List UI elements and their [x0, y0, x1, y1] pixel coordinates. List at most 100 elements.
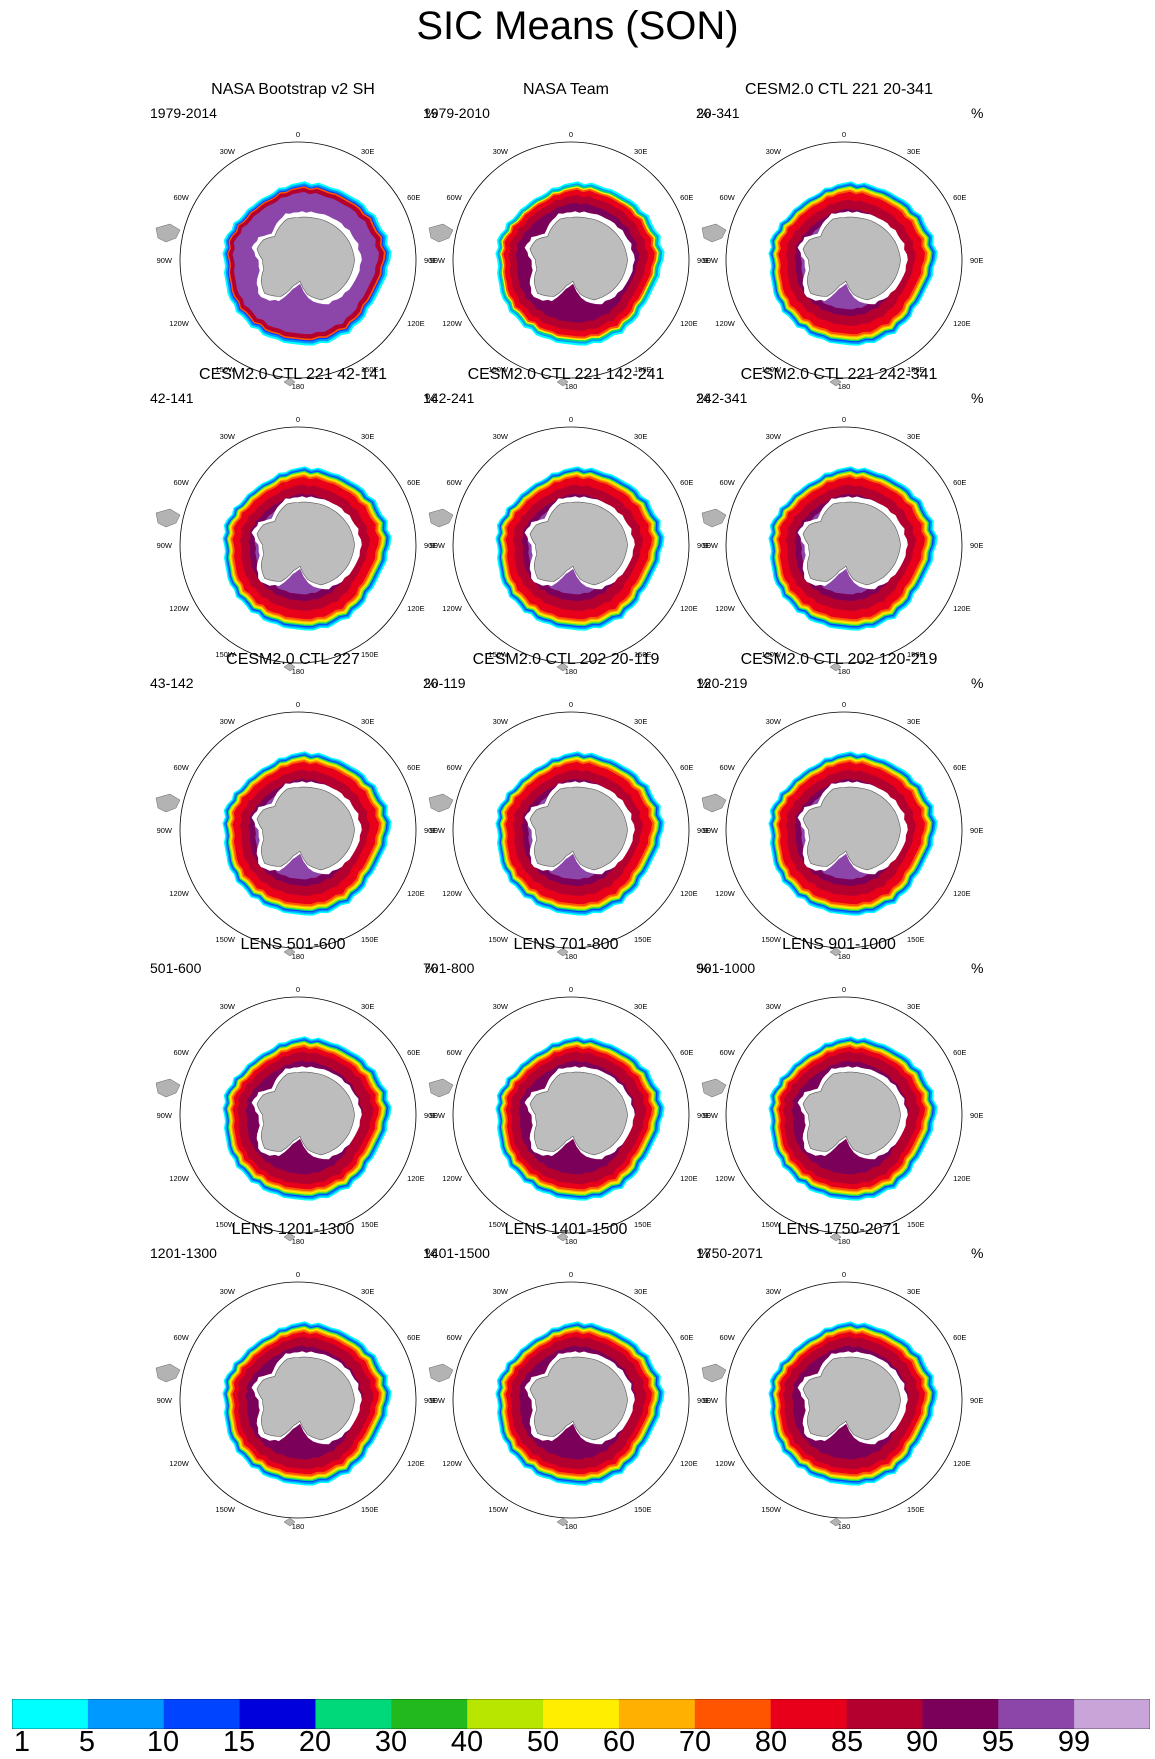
longitude-label: 120W	[442, 1459, 463, 1468]
panel-units: %	[971, 1245, 984, 1261]
longitude-label: 90E	[970, 826, 983, 835]
longitude-label: 90E	[424, 541, 437, 550]
longitude-label: 30E	[907, 147, 920, 156]
polar-map: 0 30E 60E 90E 120E 150E 180 150W 120W 90W 60W 30W	[701, 130, 983, 391]
land-antarctica	[256, 1071, 355, 1156]
polar-map: 0 30E 60E 90E 120E 150E 180 150W 120W 90W 60W 30W	[701, 700, 983, 961]
longitude-label: 120W	[442, 604, 463, 613]
map-panel: LENS 501-600 501-600% 0 30E 60E 90E 120E 150E 18…	[108, 935, 478, 1255]
land-south-america	[155, 1078, 181, 1098]
colorbar-box	[543, 1699, 620, 1729]
longitude-label: 150E	[634, 935, 652, 944]
longitude-label: 30E	[634, 717, 647, 726]
land-new-zealand	[283, 1517, 296, 1527]
land-antarctica	[529, 786, 628, 871]
panel-units: %	[425, 1245, 438, 1261]
panel-period: 20-341	[696, 105, 740, 121]
longitude-label: 90E	[970, 1111, 983, 1120]
longitude-label: 180	[565, 1522, 578, 1531]
panel-units: %	[698, 1245, 711, 1261]
longitude-label: 150W	[488, 365, 509, 374]
longitude-label: 150W	[761, 650, 782, 659]
longitude-label: 30E	[634, 1002, 647, 1011]
colorbar-label: 10	[146, 1726, 180, 1758]
panel-period: 701-800	[423, 960, 475, 976]
polar-map: 0 30E 60E 90E 120E 150E 180 150W 120W 90W 60W 30W	[155, 130, 437, 391]
colorbar-box	[846, 1699, 923, 1729]
longitude-label: 90E	[424, 1396, 437, 1405]
longitude-label: 60W	[446, 1048, 462, 1057]
longitude-label: 90W	[703, 1396, 719, 1405]
longitude-label: 120E	[953, 604, 971, 613]
longitude-label: 150W	[761, 1220, 782, 1229]
panel-period: 42-141	[150, 390, 194, 406]
longitude-label: 90E	[697, 826, 710, 835]
longitude-label: 60W	[446, 193, 462, 202]
longitude-label: 180	[565, 1237, 578, 1246]
longitude-label: 120E	[953, 1459, 971, 1468]
panel-title: LENS 501-600	[240, 936, 346, 953]
longitude-label: 60W	[173, 193, 189, 202]
panel-units: %	[698, 960, 711, 976]
panel-units: %	[425, 960, 438, 976]
longitude-label: 120W	[169, 889, 190, 898]
panel-title: CESM2.0 CTL 202 120-219	[740, 651, 938, 668]
longitude-label: 150E	[361, 1220, 379, 1229]
longitude-label: 90W	[430, 541, 446, 550]
longitude-label: 90E	[697, 1111, 710, 1120]
longitude-label: 90E	[970, 541, 983, 550]
longitude-label: 120E	[680, 1459, 698, 1468]
longitude-label: 150E	[907, 1505, 925, 1514]
longitude-label: 150W	[215, 935, 236, 944]
longitude-label: 0	[296, 985, 300, 994]
land-south-america	[155, 1363, 181, 1383]
colorbar-label: 90	[905, 1726, 939, 1758]
panel-units: %	[971, 960, 984, 976]
longitude-label: 90W	[430, 256, 446, 265]
colorbar-label: 40	[450, 1726, 484, 1758]
longitude-label: 120W	[715, 604, 736, 613]
longitude-label: 120W	[715, 319, 736, 328]
map-panel: CESM2.0 CTL 221 242-341 242-341% 0 30E 60E 90…	[654, 365, 1024, 685]
longitude-label: 30E	[907, 1002, 920, 1011]
longitude-label: 150W	[761, 1505, 782, 1514]
longitude-label: 120E	[680, 604, 698, 613]
longitude-label: 30E	[361, 1002, 374, 1011]
polar-map: 0 30E 60E 90E 120E 150E 180 150W 120W 90W 60W 30W	[428, 1270, 710, 1531]
land-antarctica	[256, 1356, 355, 1441]
longitude-label: 0	[296, 130, 300, 139]
map-panel: CESM2.0 CTL 227 43-142% 0 30E 60E 90E 120E 150E…	[108, 650, 478, 970]
longitude-label: 0	[842, 415, 846, 424]
land-south-america	[155, 793, 181, 813]
longitude-label: 180	[838, 1237, 851, 1246]
polar-map: 0 30E 60E 90E 120E 150E 180 150W 120W 90W 60W 30W	[701, 1270, 983, 1531]
longitude-label: 60E	[680, 1333, 693, 1342]
longitude-label: 60E	[953, 1333, 966, 1342]
longitude-label: 90E	[424, 1111, 437, 1120]
land-antarctica	[802, 1071, 901, 1156]
panel-period: 1201-1300	[150, 1245, 217, 1261]
map-panel: LENS 1201-1300 1201-1300% 0 30E 60E 90E 120E 15…	[108, 1220, 478, 1540]
panel-period: 20-119	[423, 675, 466, 691]
land-new-zealand	[556, 1517, 569, 1527]
map-panel: CESM2.0 CTL 202 20-119 20-119% 0 30E 60E 90E 1…	[381, 650, 751, 970]
polar-map: 0 30E 60E 90E 120E 150E 180 150W 120W 90W 60W 30W	[155, 700, 437, 961]
colorbar	[12, 1699, 1150, 1729]
map-panel: LENS 901-1000 901-1000% 0 30E 60E 90E 120E 150E…	[654, 935, 1024, 1255]
colorbar-box	[922, 1699, 999, 1729]
land-antarctica	[529, 1071, 628, 1156]
land-new-zealand	[556, 1232, 569, 1242]
longitude-label: 120E	[407, 604, 425, 613]
longitude-label: 30W	[766, 1002, 782, 1011]
longitude-label: 90E	[424, 826, 437, 835]
longitude-label: 90W	[157, 256, 173, 265]
land-new-zealand	[556, 947, 569, 957]
longitude-label: 60E	[953, 763, 966, 772]
panel-period: 142-241	[423, 390, 475, 406]
polar-map: 0 30E 60E 90E 120E 150E 180 150W 120W 90W 60W 30W	[428, 985, 710, 1246]
colorbar-box	[467, 1699, 544, 1729]
longitude-label: 90E	[424, 256, 437, 265]
longitude-label: 30W	[220, 1287, 236, 1296]
polar-map: 0 30E 60E 90E 120E 150E 180 150W 120W 90W 60W 30W	[428, 130, 710, 391]
panel-title: LENS 1201-1300	[231, 1221, 355, 1238]
